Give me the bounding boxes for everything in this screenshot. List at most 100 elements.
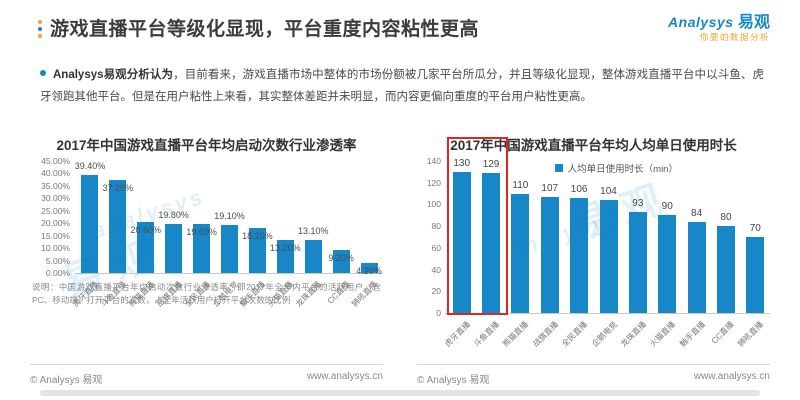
x-axis-category-label: 全民直播 <box>560 319 590 349</box>
bar <box>332 250 350 273</box>
summary-lead: Analysys易观分析认为 <box>53 69 174 81</box>
bullet-dot-icon <box>40 70 46 76</box>
y-axis-tick-label: 40 <box>431 264 441 275</box>
x-axis-category-label: 斗鱼直播 <box>472 319 502 349</box>
y-axis-tick-label: 20 <box>431 286 441 297</box>
chart-panel-daily-usage: 2017年中国游戏直播平台年均人均单日使用时长 易观 analysys 人均单日… <box>417 134 770 386</box>
bar <box>716 226 735 313</box>
bar <box>81 174 99 273</box>
x-axis-category-label: 触手直播 <box>238 279 268 309</box>
bar-value-label: 20.60% <box>130 224 162 235</box>
copyright-text: © Analysys 易观 <box>30 375 103 386</box>
bottom-bar-decoration <box>40 390 760 396</box>
bar-value-label: 18.20% <box>242 230 273 241</box>
x-axis-category-label: 火猫直播 <box>648 319 678 349</box>
website-link[interactable]: www.analysys.cn <box>693 371 770 382</box>
bar-value-label: 129 <box>482 158 500 170</box>
bar <box>221 225 238 273</box>
y-axis-tick-label: 15.00% <box>41 230 70 241</box>
bar <box>109 180 127 273</box>
bar-value-label: 130 <box>453 157 471 169</box>
x-axis-category-label: 斗鱼直播 <box>98 279 128 309</box>
y-axis-tick-label: 40.00% <box>41 168 70 179</box>
legend-label: 人均单日使用时长（min） <box>567 164 678 175</box>
analysys-logo: Analysys 易观 你要的数据分析 <box>668 14 770 43</box>
left-chart-footer: © Analysys 易观 www.analysys.cn <box>30 364 383 386</box>
y-axis-tick-label: 0.00% <box>45 268 70 278</box>
logo-en-text: Analysys <box>668 14 734 30</box>
bar-value-label: 4.20% <box>356 265 382 276</box>
y-axis-tick-label: 25.00% <box>41 205 70 216</box>
website-link[interactable]: www.analysys.cn <box>306 371 383 382</box>
bar <box>360 262 378 273</box>
right-bar-plot: 140 120 100 80 60 40 20 0 130 虎牙直播 129 斗鱼直播 110 熊猫直播 1… <box>417 137 770 349</box>
x-axis-category-label: 虎牙直播 <box>71 279 101 309</box>
right-plot-wrap: 易观 analysys 人均单日使用时长（min） 140 120 100 80 60 4… <box>417 137 770 359</box>
bar <box>599 200 618 313</box>
right-chart-footer: © Analysys 易观 www.analysys.cn <box>417 364 770 386</box>
left-chart-title: 2017年中国游戏直播平台年均启动次数行业渗透率 <box>56 138 357 153</box>
bar <box>511 193 530 313</box>
x-axis-line <box>445 313 770 314</box>
header: 游戏直播平台等级化显现，平台重度内容粘性更高 Analysys 易观 你要的数据… <box>38 14 770 43</box>
x-axis-category-label: 龙珠直播 <box>294 279 324 309</box>
bar-value-label: 19.80% <box>158 209 189 220</box>
y-axis-tick-label: 45.00% <box>41 156 70 166</box>
bar-value-label: 107 <box>541 182 559 194</box>
x-axis-category-label: 狮吼直播 <box>350 279 380 309</box>
bar-value-label: 84 <box>691 207 703 219</box>
bar-value-label: 80 <box>720 212 732 224</box>
y-axis-tick-label: 100 <box>426 199 441 210</box>
bar-value-label: 37.20% <box>102 183 134 194</box>
y-axis-tick-label: 10.00% <box>41 243 70 254</box>
page-title: 游戏直播平台等级化显现，平台重度内容粘性更高 <box>50 19 480 40</box>
y-axis-tick-label: 140 <box>426 156 441 166</box>
bar-value-label: 19.10% <box>214 211 245 222</box>
logo-tagline: 你要的数据分析 <box>699 32 770 43</box>
bar <box>687 221 706 313</box>
x-axis-line <box>74 273 383 274</box>
x-axis-category-label: 虎牙直播 <box>442 319 472 349</box>
bar <box>276 240 294 273</box>
bar-value-label: 9.20% <box>328 253 354 264</box>
x-axis-category-label: 龙珠直播 <box>618 319 648 349</box>
left-bar-plot: 45.00% 40.00% 35.00% 30.00% 25.00% 20.00% 15.0… <box>30 156 383 309</box>
y-axis-tick-label: 5.00% <box>45 255 70 266</box>
y-axis-tick-label: 35.00% <box>41 180 70 191</box>
legend-marker-icon <box>554 164 563 172</box>
logo-wordmark: Analysys 易观 <box>668 14 770 32</box>
summary-paragraph: Analysys易观分析认为，目前看来，游戏直播市场中整体的市场份额被几家平台所… <box>40 64 764 109</box>
left-plot-wrap: analysys 易观 45.00%40.00%35.00%30.00%25.0… <box>30 156 383 319</box>
bar-value-label: 13.10% <box>297 226 329 237</box>
bar-value-label: 19.60% <box>186 227 217 238</box>
bar <box>452 171 471 313</box>
x-axis-category-label: 火猫直播 <box>266 279 296 309</box>
bar <box>165 223 183 273</box>
bar <box>482 172 501 313</box>
bar <box>628 212 647 313</box>
bar <box>137 221 155 273</box>
bar-value-label: 70 <box>749 223 761 234</box>
bar <box>658 215 677 313</box>
chart-panel-launch-penetration: 2017年中国游戏直播平台年均启动次数行业渗透率 analysys 易观 45.… <box>30 134 383 386</box>
y-axis-tick-label: 20.00% <box>41 218 70 229</box>
x-axis-category-label: 狮吼直播 <box>736 319 766 349</box>
title-bullet-icon <box>38 18 42 38</box>
bar-value-label: 39.40% <box>74 160 106 171</box>
bar <box>304 240 322 273</box>
y-axis-tick-label: 80 <box>431 221 441 232</box>
bar <box>540 196 559 313</box>
charts-row: 2017年中国游戏直播平台年均启动次数行业渗透率 analysys 易观 45.… <box>30 134 770 386</box>
x-axis-category-label: 熊猫直播 <box>126 279 156 309</box>
x-axis-category-label: CC直播 <box>710 319 737 346</box>
bar-value-label: 13.20% <box>270 243 301 254</box>
x-axis-category-label: 企鹅电竞 <box>210 279 240 309</box>
bar <box>746 237 765 313</box>
x-axis-category-label: 触手直播 <box>677 319 707 349</box>
x-axis-category-label: 熊猫直播 <box>501 319 531 349</box>
bar-value-label: 110 <box>512 179 529 191</box>
bar <box>570 197 589 313</box>
bar-value-label: 104 <box>600 186 617 198</box>
y-axis-tick-label: 30.00% <box>41 193 70 204</box>
